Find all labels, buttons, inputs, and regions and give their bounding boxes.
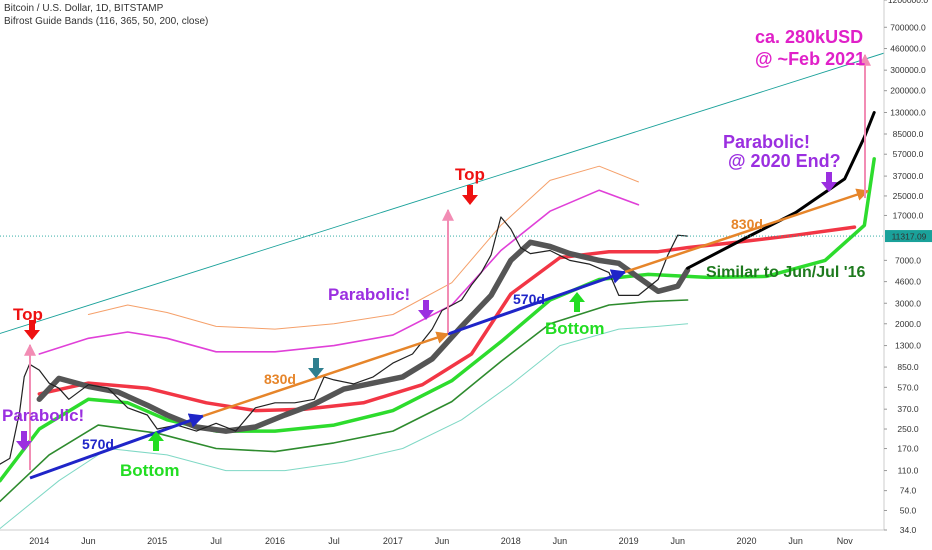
annotation-830d: 830d	[264, 371, 296, 387]
y-tick-label: 200000.0	[890, 86, 926, 96]
series-projection-2019-07-to-2021-01-black	[686, 111, 876, 270]
y-tick-label: 1200000.0	[888, 0, 928, 5]
series-upper-band-pink	[38, 189, 640, 355]
y-tick-label: 570.0	[897, 382, 919, 392]
annotation-parabolic: Parabolic!	[2, 406, 84, 425]
annotation-bottom: Bottom	[120, 461, 179, 480]
y-tick-label: 57000.0	[893, 149, 924, 159]
x-tick-label: Jun	[553, 536, 568, 546]
y-tick-label: 370.0	[897, 404, 919, 414]
cycle2-570d-arrow	[447, 269, 627, 336]
annotation-feb-2021: @ ~Feb 2021	[755, 49, 865, 69]
cycle1-570d-arrow	[29, 413, 205, 480]
annotation-similar-to-jun-jul-16: Similar to Jun/Jul '16	[706, 264, 866, 281]
y-tick-label: 700000.0	[890, 22, 926, 32]
x-tick-label: 2016	[265, 536, 285, 546]
bottom-arrow-2015	[148, 431, 164, 451]
cycle1-830d-arrow	[202, 331, 450, 418]
y-tick-label: 3000.0	[895, 298, 921, 308]
annotation-830d: 830d	[731, 216, 763, 232]
annotation-ca-280kusd: ca. 280kUSD	[755, 27, 863, 47]
series-btc-price-close	[0, 216, 689, 465]
bottom-arrow-2018	[569, 292, 585, 312]
x-tick-label: Jun	[435, 536, 450, 546]
indicator-label: Bifrost Guide Bands (116, 365, 50, 200, …	[4, 16, 209, 27]
x-tick-label: 2020	[736, 536, 756, 546]
series-lower-band-green	[0, 157, 876, 483]
x-tick-label: 2018	[501, 536, 521, 546]
x-tick-label: Nov	[837, 536, 854, 546]
x-tick-label: 2014	[29, 536, 49, 546]
top-arrow-2017	[462, 185, 478, 205]
x-tick-label: Jul	[328, 536, 340, 546]
annotation-2020-end: @ 2020 End?	[728, 151, 841, 171]
series-outer-upper-band-light-orange	[87, 165, 639, 330]
y-tick-label: 130000.0	[890, 107, 926, 117]
annotation-top: Top	[455, 165, 485, 184]
y-tick-label: 110.0	[898, 466, 919, 476]
series-outer-lower-band-light-teal	[0, 323, 689, 529]
annotation-570d: 570d	[513, 291, 545, 307]
cycle2-830d-arrow	[624, 188, 870, 274]
parabolic-arrow-2013	[16, 431, 32, 451]
y-tick-label: 1300.0	[895, 341, 921, 351]
y-tick-label: 2000.0	[895, 319, 921, 329]
y-tick-label: 300000.0	[890, 65, 926, 75]
x-tick-label: Jun	[788, 536, 803, 546]
series-trend-channel-teal	[0, 52, 884, 334]
y-tick-label: 34.0	[900, 525, 917, 535]
y-tick-label: 7000.0	[895, 255, 921, 265]
y-tick-label: 460000.0	[890, 44, 926, 54]
annotation-parabolic: Parabolic!	[723, 132, 810, 152]
current-price-badge	[885, 230, 932, 243]
x-tick-label: 2015	[147, 536, 167, 546]
y-tick-label: 37000.0	[893, 171, 924, 181]
y-tick-label: 4600.0	[895, 277, 921, 287]
series-bifrost-band-116d-dark-gray	[36, 239, 691, 434]
series-lower-band-2-dark-green	[0, 299, 689, 503]
parabolic-arrow-2017	[418, 300, 434, 320]
x-tick-label: Jul	[210, 536, 222, 546]
y-tick-label: 17000.0	[893, 210, 924, 220]
y-tick-label: 170.0	[897, 444, 919, 454]
annotation-parabolic: Parabolic!	[328, 285, 410, 304]
annotation-bottom: Bottom	[545, 319, 604, 338]
y-tick-label: 850.0	[897, 362, 919, 372]
x-tick-label: Jun	[670, 536, 685, 546]
y-tick-label: 74.0	[900, 486, 917, 496]
x-tick-label: Jun	[81, 536, 96, 546]
parabolic-arrow-2020	[821, 172, 837, 192]
marker-arrow-2016	[308, 358, 324, 378]
annotation-top: Top	[13, 305, 43, 324]
annotation-570d: 570d	[82, 436, 114, 452]
y-tick-label: 250.0	[897, 424, 919, 434]
x-tick-label: 2017	[383, 536, 403, 546]
y-tick-label: 50.0	[900, 505, 917, 515]
chart-title: Bitcoin / U.S. Dollar, 1D, BITSTAMP	[4, 3, 164, 14]
top-arrow-2013	[24, 320, 40, 340]
current-price-label: 11317.09	[892, 231, 927, 241]
y-tick-label: 25000.0	[893, 191, 924, 201]
y-tick-label: 85000.0	[893, 129, 924, 139]
x-tick-label: 2019	[619, 536, 639, 546]
